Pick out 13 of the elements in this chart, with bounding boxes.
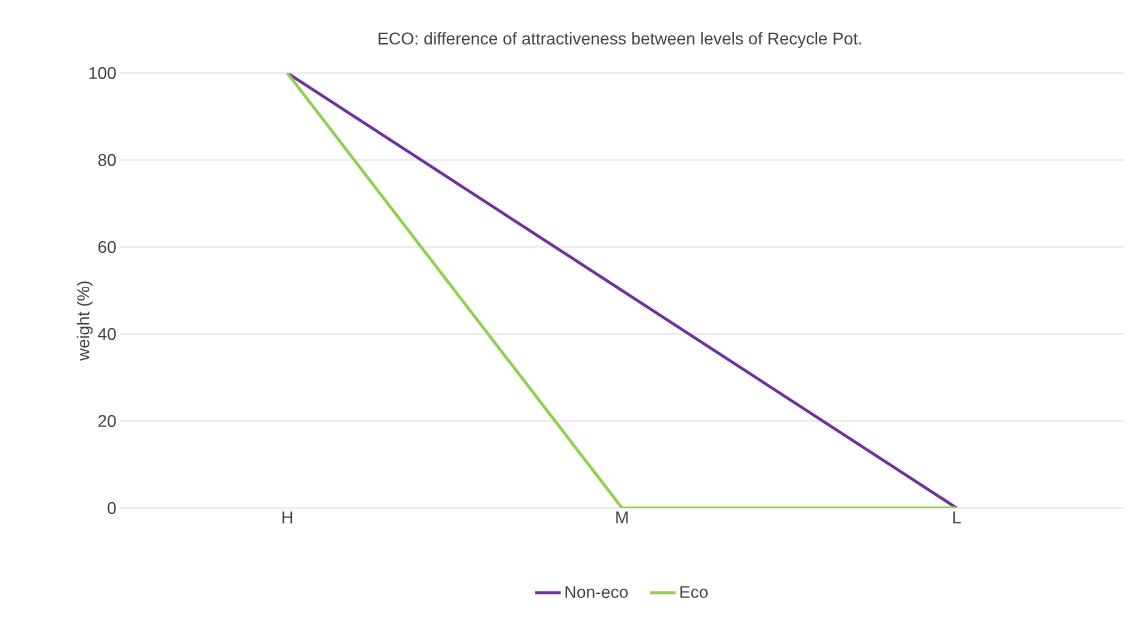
y-tick-label: 20: [98, 414, 116, 428]
y-tick-label: 60: [98, 240, 116, 254]
y-tick-label: 0: [107, 501, 116, 515]
y-axis-title: weight (%): [76, 281, 93, 361]
y-tick-label: 80: [98, 153, 116, 167]
y-tick-label: 40: [97, 327, 116, 341]
legend-label: Non-eco: [565, 586, 628, 599]
x-tick-label: H: [282, 511, 293, 524]
x-tick-label: M: [616, 511, 628, 524]
x-tick-label: L: [953, 511, 961, 524]
legend-label: Eco: [680, 586, 708, 599]
y-tick-label: 100: [89, 66, 116, 80]
chart-title: ECO: difference of attractiveness between levels of Recycle Pot.: [378, 32, 862, 48]
